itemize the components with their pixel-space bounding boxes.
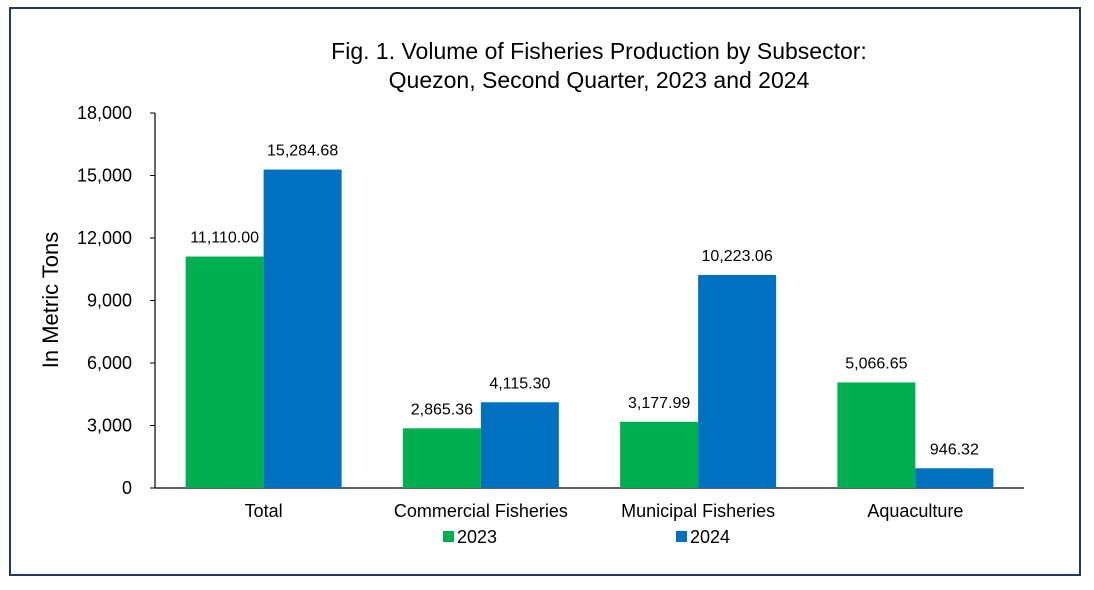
legend: 2023 2024 bbox=[443, 527, 730, 547]
y-tick-label: 3,000 bbox=[87, 416, 132, 436]
data-label-2023-2: 3,177.99 bbox=[628, 395, 690, 412]
data-label-2024-3: 946.32 bbox=[930, 441, 979, 458]
chart-title-line-2: Quezon, Second Quarter, 2023 and 2024 bbox=[389, 67, 810, 93]
bar-2024-1 bbox=[480, 402, 559, 488]
y-tick-label: 15,000 bbox=[77, 166, 132, 186]
bar-2024-0 bbox=[263, 169, 342, 489]
data-label-2023-1: 2,865.36 bbox=[411, 401, 473, 418]
y-tick-label: 0 bbox=[122, 478, 132, 498]
x-tick-label: Aquaculture bbox=[867, 501, 963, 521]
legend-label-2023: 2023 bbox=[457, 527, 497, 547]
legend-swatch-2023 bbox=[443, 531, 454, 542]
y-tick-label: 6,000 bbox=[87, 353, 132, 373]
chart-title-line-1: Fig. 1. Volume of Fisheries Production b… bbox=[331, 38, 867, 64]
y-tick-label: 9,000 bbox=[87, 291, 132, 311]
x-tick-label: Municipal Fisheries bbox=[621, 501, 775, 521]
bar-2023-3 bbox=[837, 382, 916, 488]
y-tick-label: 18,000 bbox=[77, 103, 132, 123]
data-label-2024-1: 4,115.30 bbox=[489, 375, 550, 392]
bar-2023-1 bbox=[402, 428, 481, 488]
x-tick-label: Total bbox=[245, 501, 283, 521]
data-label-2024-0: 15,284.68 bbox=[267, 143, 338, 160]
y-tick-label: 12,000 bbox=[77, 228, 132, 248]
bar-2024-2 bbox=[698, 275, 777, 488]
plot-area: 0 3,000 6,000 9,000 12,000 15,000 18,000 11,110… bbox=[77, 103, 1024, 521]
legend-label-2024: 2024 bbox=[690, 527, 730, 547]
bar-2023-2 bbox=[620, 421, 699, 488]
data-label-2023-3: 5,066.65 bbox=[845, 355, 907, 372]
bar-2024-3 bbox=[915, 468, 994, 488]
x-tick-label: Commercial Fisheries bbox=[394, 501, 568, 521]
y-axis-label: In Metric Tons bbox=[38, 232, 63, 369]
bar-2023-0 bbox=[185, 256, 264, 488]
data-label-2023-0: 11,110.00 bbox=[190, 230, 259, 247]
data-label-2024-2: 10,223.06 bbox=[702, 248, 773, 265]
legend-swatch-2024 bbox=[676, 531, 687, 542]
